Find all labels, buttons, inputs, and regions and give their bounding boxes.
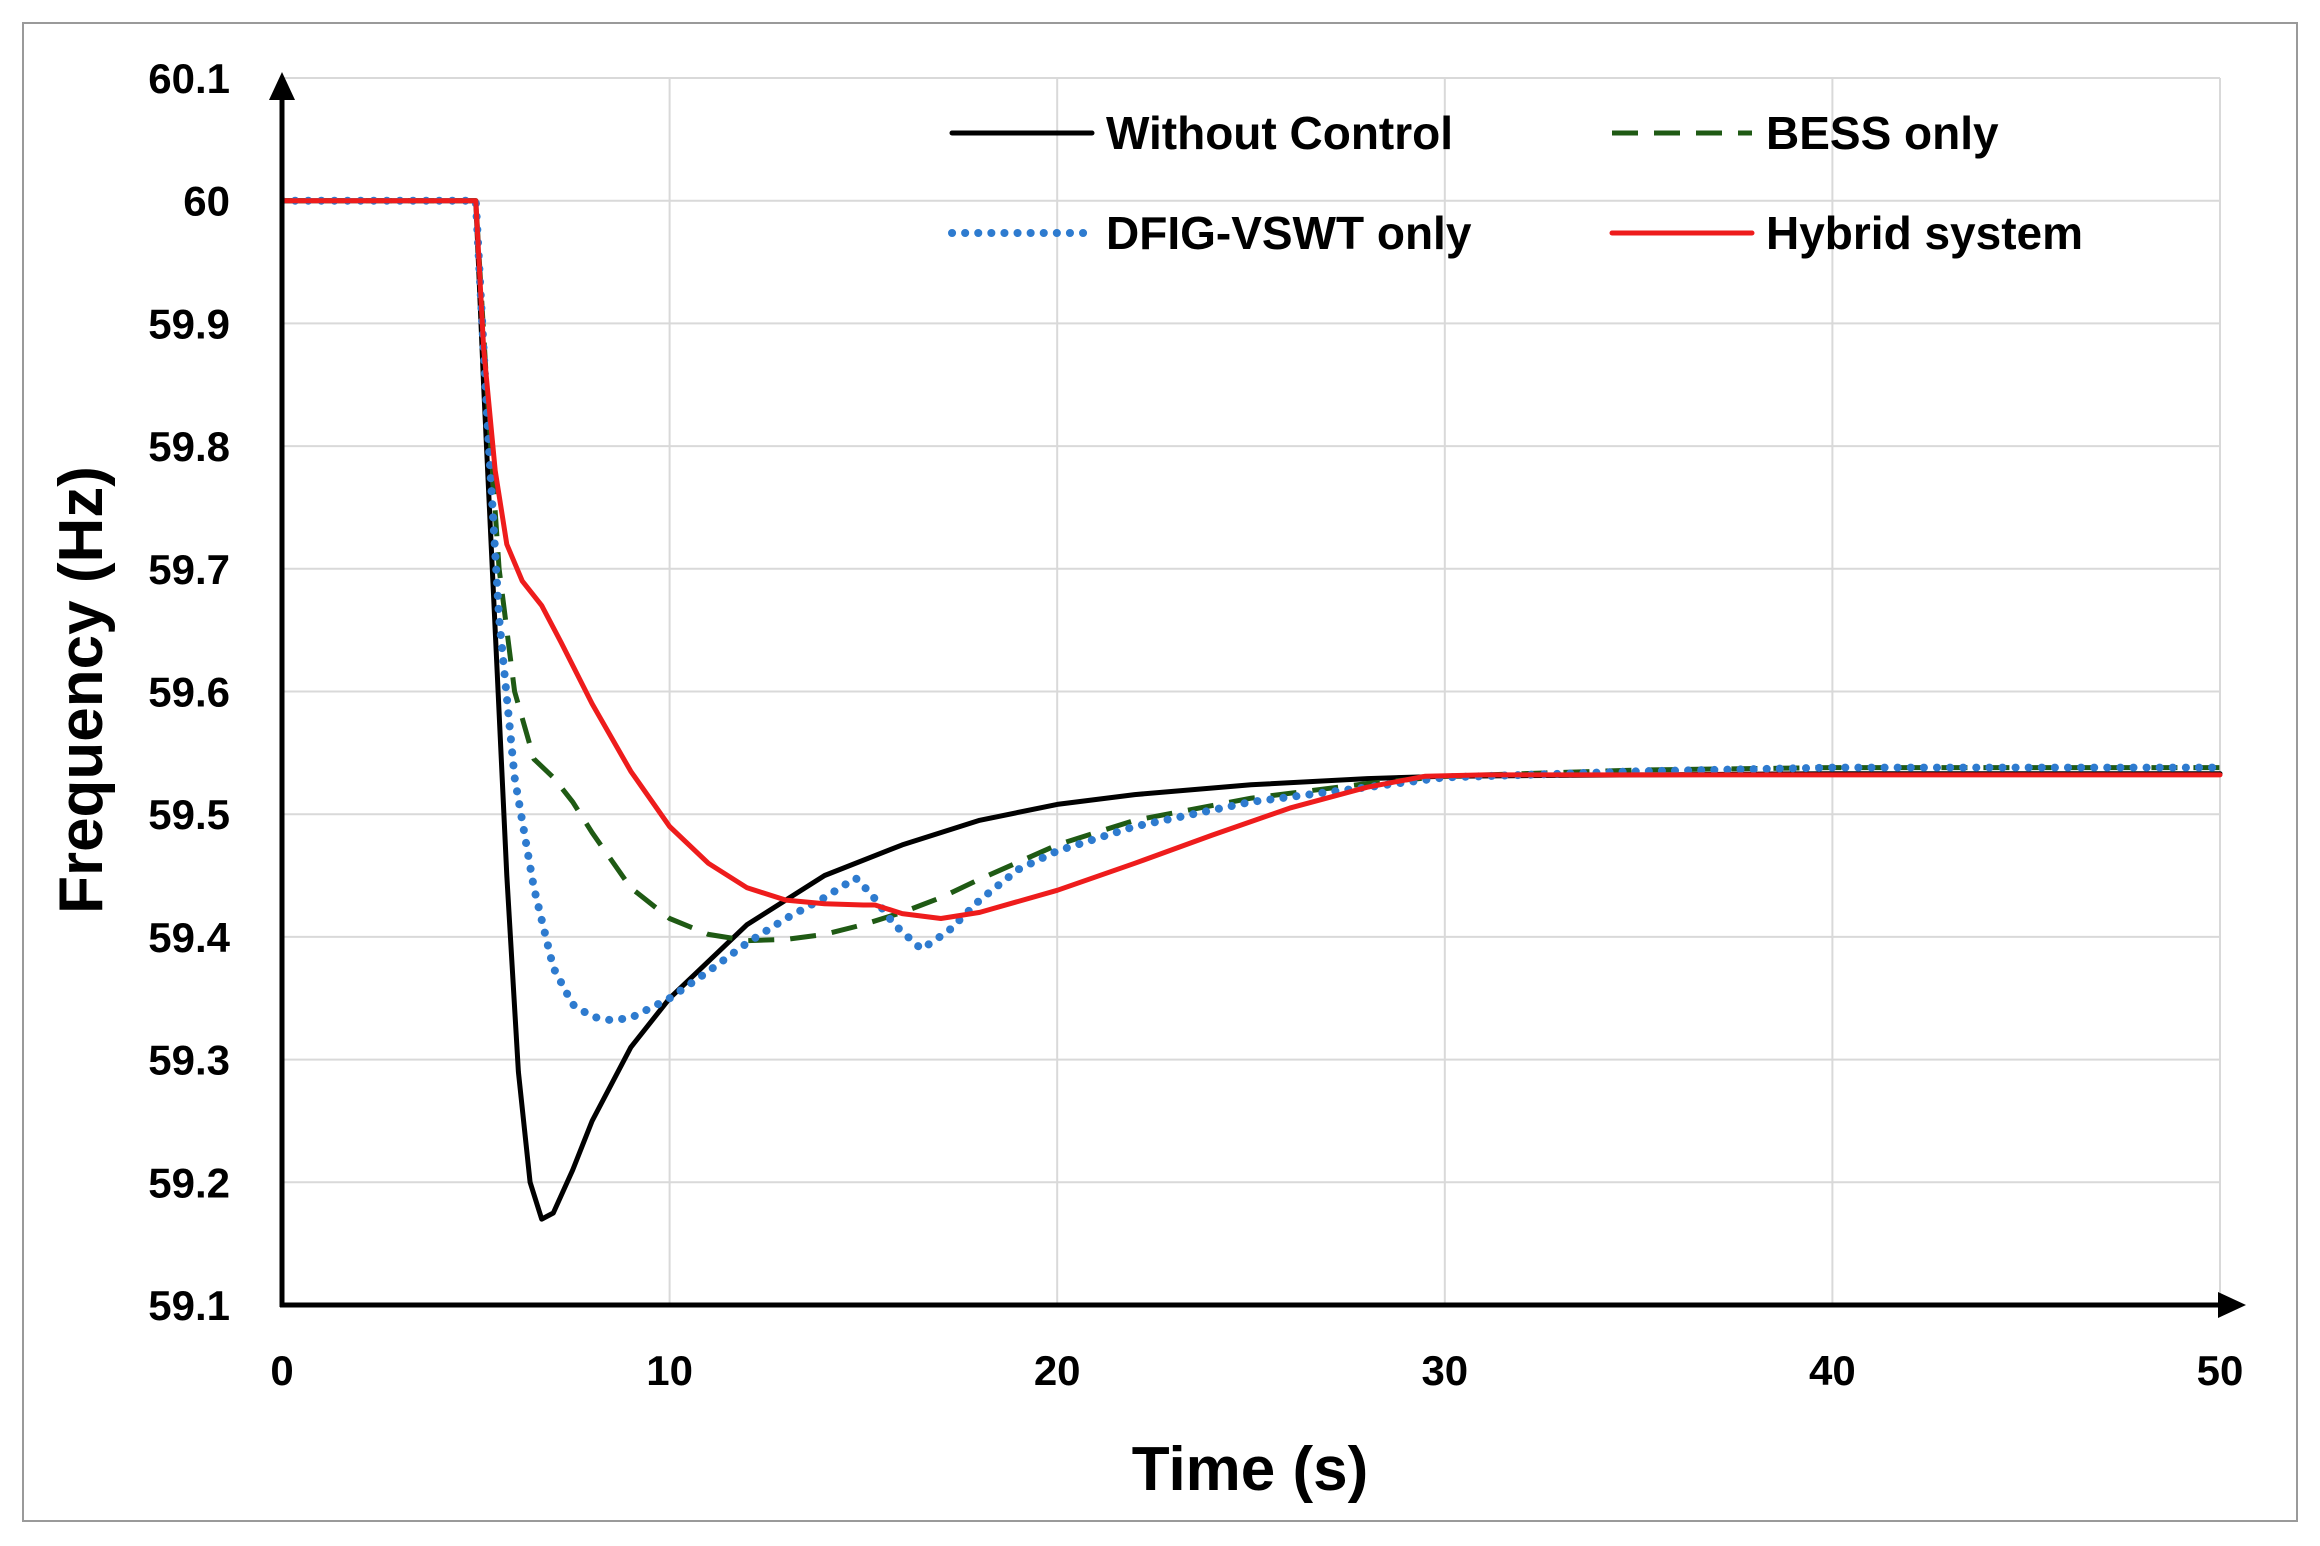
legend-label-bess-only: BESS only: [1766, 107, 1999, 159]
y-tick-label: 59.9: [148, 300, 230, 347]
x-tick-label: 20: [1034, 1347, 1081, 1394]
series-line-hybrid-system: [282, 198, 2223, 921]
axes: [269, 72, 2246, 1318]
x-tick-label: 0: [270, 1347, 293, 1394]
y-tick-label: 59.5: [148, 791, 230, 838]
series-line-without-control: [282, 198, 2223, 1222]
y-tick-label: 59.7: [148, 546, 230, 593]
x-tick-label: 50: [2197, 1347, 2244, 1394]
series-line-bess-only: [282, 198, 2220, 944]
legend-label-dfig-vswt-only: DFIG-VSWT only: [1106, 207, 1472, 259]
x-tick-label: 30: [1421, 1347, 1468, 1394]
y-axis-title: Frequency (Hz): [47, 466, 116, 914]
y-tick-label: 59.3: [148, 1037, 230, 1084]
x-tick-label: 40: [1809, 1347, 1856, 1394]
y-tick-label: 60: [183, 178, 230, 225]
y-tick-label: 59.8: [148, 423, 230, 470]
y-tick-label: 59.4: [148, 914, 230, 961]
tick-labels: 59.1 59.2 59.3 59.4 59.5 59.6 59.7 59.8 59.9 60 60…: [148, 55, 2243, 1394]
y-tick-label: 59.2: [148, 1159, 230, 1206]
series-line-dfig-vswt-only: [282, 196, 2224, 1025]
y-tick-label: 59.6: [148, 669, 230, 716]
legend: Without Control BESS only DFIG-VSWT only Hy…: [948, 107, 2083, 259]
legend-label-without-control: Without Control: [1106, 107, 1453, 159]
y-tick-label: 60.1: [148, 55, 230, 102]
legend-label-hybrid-system: Hybrid system: [1766, 207, 2083, 259]
x-axis-arrowhead: [2218, 1292, 2246, 1318]
y-axis-arrowhead: [269, 72, 295, 100]
grid-lines: [282, 77, 2221, 1305]
x-tick-label: 10: [646, 1347, 693, 1394]
y-tick-label: 59.1: [148, 1282, 230, 1329]
x-axis-title: Time (s): [1132, 1435, 1369, 1504]
series-group: [282, 196, 2224, 1222]
